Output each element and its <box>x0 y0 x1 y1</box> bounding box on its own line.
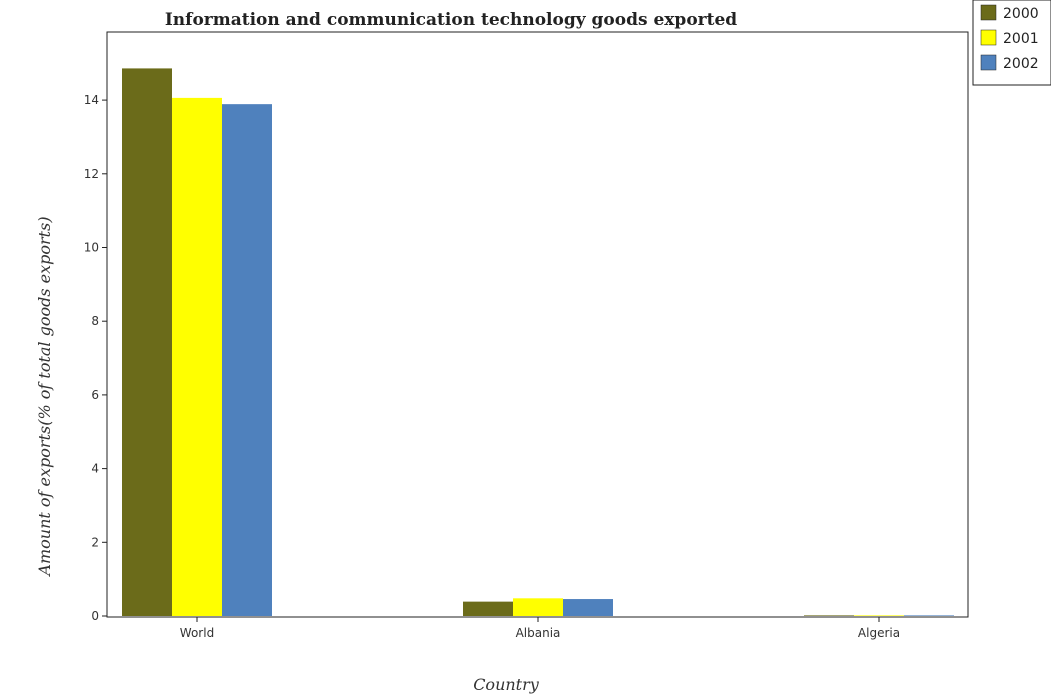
x-tick-label: Algeria <box>858 626 900 640</box>
bar-2001-world <box>172 97 222 617</box>
bar-2000-albania <box>463 601 513 616</box>
bar-2002-world <box>222 104 272 616</box>
bar-2002-albania <box>563 599 613 616</box>
legend-label-2002: 2002 <box>1003 56 1039 72</box>
y-tick-label: 2 <box>91 535 99 549</box>
y-tick-label: 12 <box>84 167 99 181</box>
chart-title: Information and communication technology… <box>165 10 737 30</box>
x-axis-label: Country <box>473 675 540 694</box>
bars-group <box>122 68 954 617</box>
x-axis-ticks: World Albania Algeria <box>180 617 900 640</box>
bar-2002-algeria <box>904 615 954 616</box>
y-axis-label: Amount of exports(% of total goods expor… <box>35 216 54 577</box>
bar-2001-algeria <box>854 615 904 616</box>
bar-2000-world <box>122 68 172 616</box>
legend-swatch-2000 <box>980 4 997 21</box>
y-tick-label: 4 <box>91 462 99 476</box>
bar-2000-algeria <box>804 615 854 616</box>
y-tick-label: 8 <box>91 314 99 328</box>
x-tick-label: Albania <box>516 626 561 640</box>
x-tick-label: World <box>180 626 214 640</box>
legend-swatch-2002 <box>980 54 997 71</box>
y-tick-label: 6 <box>91 388 99 402</box>
legend-swatch-2001 <box>980 29 997 46</box>
y-axis-ticks: 0 2 4 6 8 10 12 14 <box>84 93 107 623</box>
legend: 2000 2001 2002 <box>972 0 1051 86</box>
legend-label-2001: 2001 <box>1003 31 1039 47</box>
legend-label-2000: 2000 <box>1003 6 1039 22</box>
bar-2001-albania <box>513 598 563 616</box>
y-tick-label: 0 <box>91 609 99 623</box>
y-tick-label: 14 <box>84 93 99 107</box>
y-tick-label: 10 <box>84 241 99 255</box>
